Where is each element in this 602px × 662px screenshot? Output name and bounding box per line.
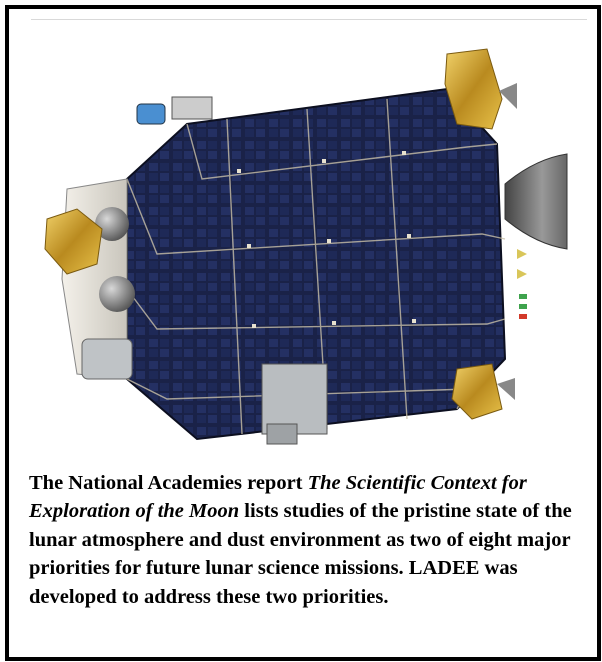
caption-text-1: The National Academies report (29, 472, 308, 494)
divider (31, 19, 587, 20)
figure-caption: The National Academies report The Scient… (29, 469, 589, 611)
caption-text-2: lists studies of the pristine state of t… (29, 500, 572, 608)
figure-frame: The National Academies report The Scient… (5, 5, 601, 661)
ladee-spacecraft-icon (44, 48, 568, 445)
report-title: The Scientific Context for Exploration o… (29, 472, 527, 523)
